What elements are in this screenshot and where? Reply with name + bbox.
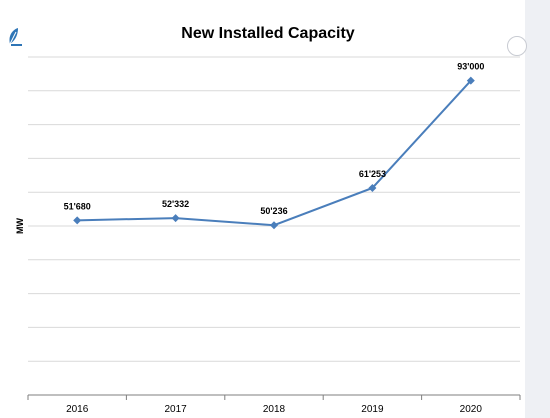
data-point <box>171 214 180 223</box>
data-point <box>466 76 475 85</box>
data-point <box>270 221 278 230</box>
leaf-logo-icon <box>9 28 22 46</box>
right-margin <box>525 0 550 418</box>
data-point <box>73 216 82 225</box>
y-axis-label: MW <box>15 218 25 234</box>
x-tick-label: 2020 <box>460 404 483 415</box>
series-line <box>77 79 472 227</box>
slide-background <box>0 0 525 418</box>
x-tick-label: 2018 <box>263 404 286 415</box>
data-label: 52'332 <box>162 199 189 209</box>
line-chart: New Installed Capacity MW 51'680 52'332 50… <box>15 25 521 415</box>
x-tick-label: 2016 <box>66 404 89 415</box>
x-axis-ticks <box>27 395 521 400</box>
series-group: 51'680 52'332 50'236 61'253 93'000 <box>64 62 484 230</box>
data-label: 93'000 <box>457 62 484 72</box>
gridlines <box>28 56 520 362</box>
data-label: 50'236 <box>260 206 287 216</box>
data-label: 61'253 <box>359 169 386 179</box>
x-tick-label: 2019 <box>361 404 384 415</box>
x-tick-label: 2017 <box>164 404 187 415</box>
x-axis-labels: 2016 2017 2018 2019 2020 <box>66 404 482 415</box>
data-point <box>368 183 377 192</box>
chart-title: New Installed Capacity <box>181 25 354 42</box>
data-label: 51'680 <box>64 201 91 211</box>
circle-icon <box>507 36 527 56</box>
